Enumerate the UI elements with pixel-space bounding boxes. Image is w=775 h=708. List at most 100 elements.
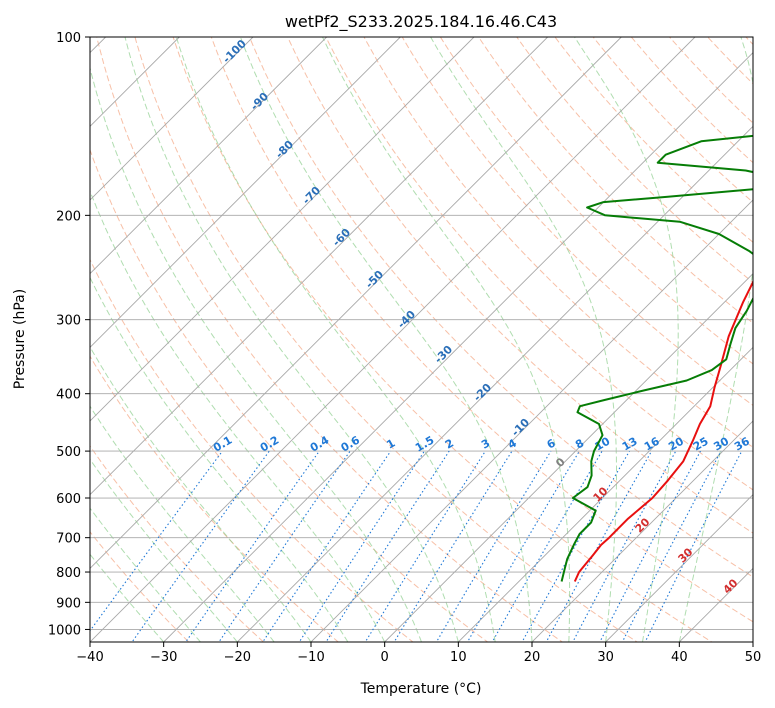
mixing-ratio-line: [298, 450, 425, 642]
dry-adiabat-line: [363, 37, 753, 448]
dry-adiabat-label: 40: [721, 576, 741, 596]
axis-ticks: −40 −30 −20 −10 0 10 20 30 40 50 100 200 300 400 500 60…: [48, 31, 761, 665]
y-tick-label: 1000: [48, 623, 81, 638]
moist-adiabat-line: [90, 189, 386, 642]
moist-adiabat-line: [678, 37, 753, 642]
mixing-ratio-line: [218, 450, 351, 642]
dry-adiabat-line: [325, 37, 753, 491]
dry-adiabat-label: -10: [509, 416, 532, 439]
mixing-ratio-line: [325, 450, 450, 642]
dry-adiabat-line: [90, 531, 190, 642]
dry-adiabat-line: [287, 37, 753, 534]
moist-adiabat-line: [90, 458, 238, 642]
y-tick-label: 100: [56, 31, 81, 46]
x-tick-label: −30: [150, 650, 177, 665]
mixing-ratio-label: 1: [384, 437, 397, 452]
isotherm-line: [605, 494, 753, 642]
y-axis-label: Pressure (hPa): [12, 289, 28, 389]
dry-adiabat-label: -90: [248, 90, 271, 113]
moist-adiabat-line: [175, 37, 496, 642]
isotherm-line: [237, 125, 753, 642]
isotherm-line: [90, 37, 475, 422]
mixing-ratio-line: [545, 450, 653, 642]
mixing-ratio-line: [393, 450, 513, 642]
dry-adiabat-label: -20: [471, 381, 494, 404]
x-tick-label: 20: [524, 650, 541, 665]
dry-adiabat-line: [745, 37, 753, 46]
dry-adiabat-line: [90, 258, 414, 642]
moist-adiabat-line: [322, 37, 571, 642]
dry-adiabat-label: -50: [363, 268, 386, 291]
isotherm-line: [163, 52, 753, 642]
y-tick-label: 800: [56, 566, 81, 581]
dry-adiabat-line: [134, 37, 638, 642]
moist-adiabat-line: [90, 405, 275, 642]
x-tick-label: 10: [450, 650, 467, 665]
isotherm-line: [90, 37, 622, 569]
moist-adiabat-line: [90, 276, 349, 642]
dry-adiabat-line: [248, 37, 753, 578]
isotherm-line: [310, 199, 753, 642]
chart-title: wetPf2_S233.2025.184.16.46.C43: [285, 12, 557, 32]
plot-area: 0.1 0.2 0.4 0.6 1 1.5 2 3 4 6 8 10 13 16 20 25 30 36-100-…: [90, 10, 775, 654]
y-tick-label: 300: [56, 314, 81, 329]
isotherm-line: [90, 37, 254, 201]
y-tick-label: 400: [56, 388, 81, 403]
dry-adiabat-line: [758, 10, 775, 654]
mixing-ratio-line: [185, 450, 320, 642]
isotherm-line: [90, 37, 327, 275]
isotherm-line: [90, 37, 548, 496]
x-tick-label: −40: [76, 650, 103, 665]
dry-adiabat-line: [668, 37, 753, 124]
y-tick-label: 600: [56, 492, 81, 507]
mixing-ratio-line: [644, 450, 743, 642]
dry-adiabat-label: -100: [220, 37, 249, 66]
isotherm-line: [90, 37, 401, 348]
x-tick-label: 50: [745, 650, 762, 665]
dry-adiabat-label: 30: [676, 545, 696, 565]
mixing-ratio-line: [621, 450, 722, 642]
isotherm-line: [458, 346, 753, 642]
x-tick-label: −10: [297, 650, 324, 665]
dry-adiabat-label: -80: [273, 138, 296, 161]
dry-adiabat-label: 10: [591, 484, 611, 504]
moist-adiabat-line: [239, 37, 533, 642]
dry-adiabat-line: [630, 37, 753, 164]
x-tick-label: 30: [597, 650, 614, 665]
temperature-profile-line: [573, 279, 753, 582]
dry-adiabat-label: -60: [330, 226, 353, 249]
y-tick-label: 700: [56, 532, 81, 547]
dry-adiabat-line: [96, 37, 564, 642]
x-axis-label: Temperature (°C): [360, 681, 482, 697]
moist-adiabat-line: [90, 65, 422, 642]
isotherm-line: [90, 37, 696, 642]
mixing-ratio-line: [262, 450, 392, 642]
mixing-ratio-line: [131, 450, 270, 642]
moist-adiabat-line: [90, 553, 165, 642]
y-tick-label: 200: [56, 209, 81, 224]
moist-adiabat-line: [430, 37, 617, 642]
x-tick-label: −20: [224, 650, 251, 665]
dry-adiabat-label: -70: [300, 184, 323, 207]
dry-adiabat-label: -30: [432, 343, 455, 366]
dry-adiabat-line: [90, 148, 489, 642]
mixing-ratio-line: [435, 450, 552, 642]
dry-adiabat-line: [90, 355, 339, 642]
moist-adiabat-line: [574, 37, 679, 642]
moist-adiabat-line: [90, 345, 312, 642]
x-tick-label: 40: [671, 650, 688, 665]
y-tick-label: 500: [56, 445, 81, 460]
moist-adiabat-line: [90, 507, 201, 642]
dewpoint-profile-line: [560, 134, 753, 582]
dry-adiabat-line: [439, 37, 753, 365]
plot-frame: [89, 36, 754, 643]
isotherm-line: [384, 273, 753, 642]
mixing-ratio-line: [466, 450, 580, 642]
isotherm-line: [752, 641, 753, 642]
y-tick-label: 900: [56, 596, 81, 611]
mixing-ratio-line: [90, 450, 223, 632]
dry-adiabat-label: -40: [395, 308, 418, 331]
dry-adiabat-label: 0: [553, 455, 568, 470]
dry-adiabat-label: 20: [633, 515, 653, 535]
